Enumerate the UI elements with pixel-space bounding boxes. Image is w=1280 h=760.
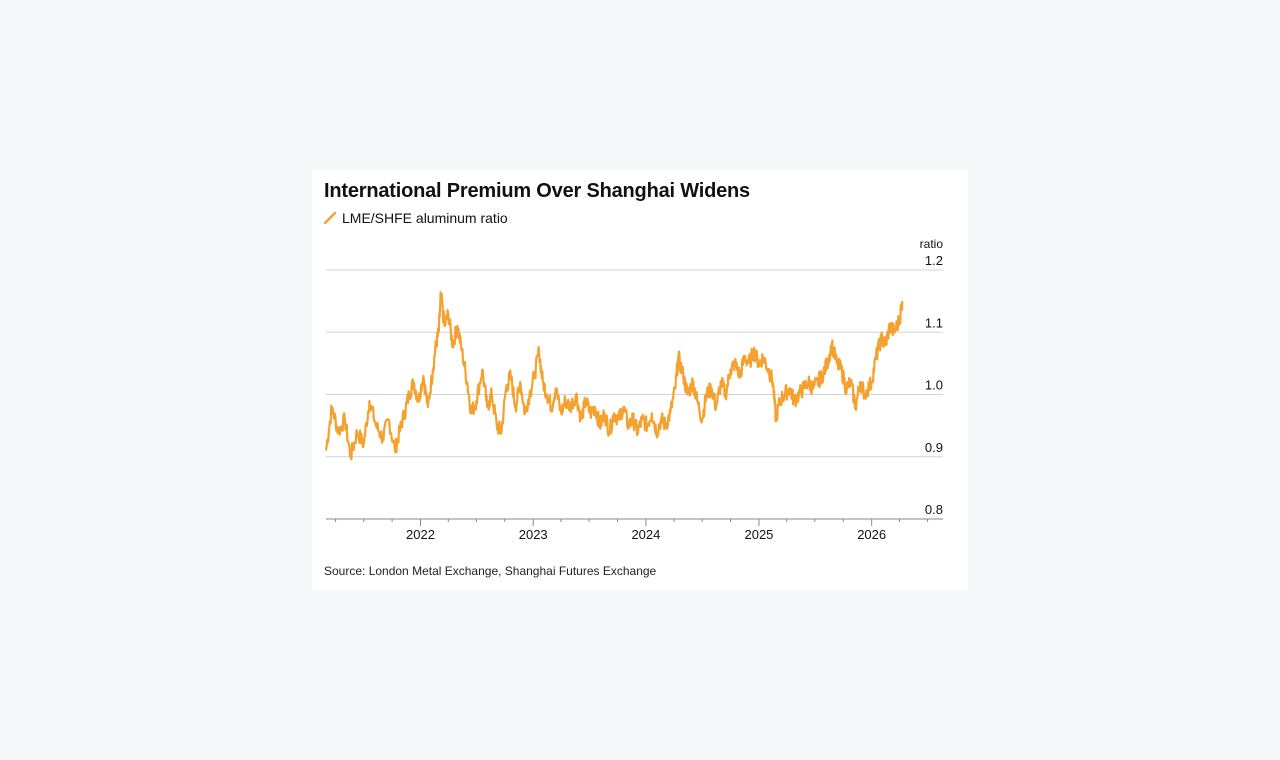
x-tick-label: 2024 [631, 527, 660, 542]
legend-label: LME/SHFE aluminum ratio [342, 210, 508, 226]
source-note: Source: London Metal Exchange, Shanghai … [324, 564, 657, 578]
chart-card: International Premium Over Shanghai Wide… [312, 170, 968, 590]
y-axis: ratio 1.2 1.1 1.0 0.9 0.8 [920, 237, 944, 517]
y-tick-label: 0.9 [925, 440, 943, 455]
series-layer [324, 291, 904, 461]
x-tick-label: 2022 [406, 527, 435, 542]
y-tick-label: 1.0 [925, 378, 943, 393]
chart-title: International Premium Over Shanghai Wide… [324, 180, 750, 202]
y-tick-label: 1.2 [925, 253, 943, 268]
x-tick-label: 2025 [744, 527, 773, 542]
y-tick-label: 0.8 [925, 502, 943, 517]
line-chart: 2022 2023 2024 2025 2026 ratio 1.2 1.1 1.0 0.9 0… [324, 237, 944, 542]
y-tick-label: 1.1 [925, 315, 943, 330]
x-tick-label: 2026 [857, 527, 886, 542]
x-tick-label: 2023 [519, 527, 548, 542]
legend-swatch-icon [324, 212, 336, 224]
x-axis: 2022 2023 2024 2025 2026 [326, 518, 943, 542]
legend: LME/SHFE aluminum ratio [324, 210, 508, 226]
series-line [324, 291, 904, 461]
y-axis-unit-label: ratio [920, 237, 944, 251]
